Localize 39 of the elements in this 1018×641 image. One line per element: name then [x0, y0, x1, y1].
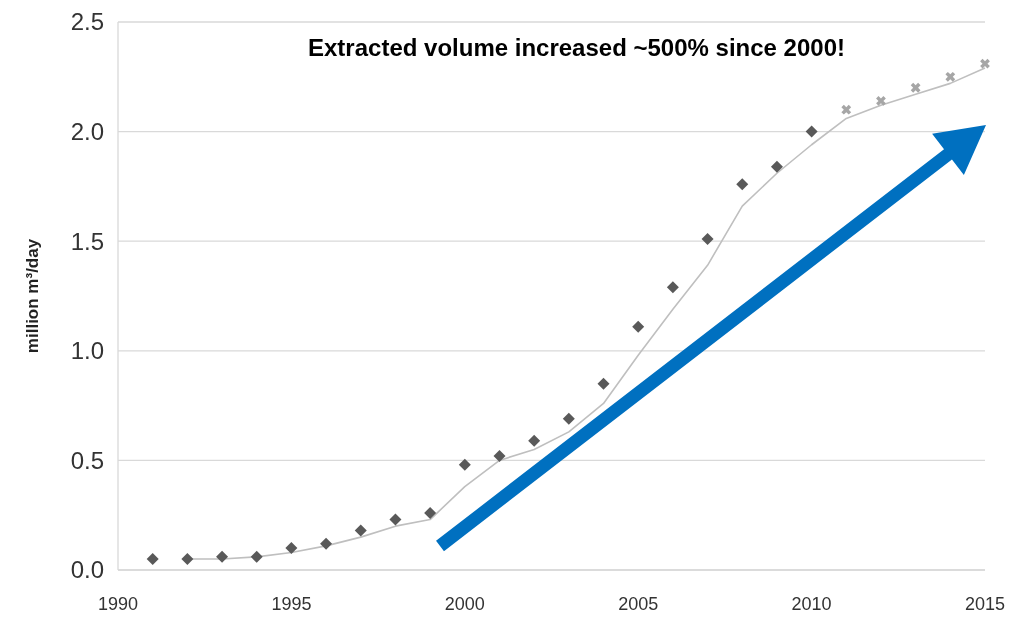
- point: [701, 233, 714, 246]
- point: [876, 96, 886, 106]
- point: [980, 58, 990, 69]
- point: [389, 513, 402, 526]
- y-tick-label: 2.5: [70, 8, 104, 36]
- point: [736, 178, 749, 191]
- point: [770, 160, 783, 173]
- point: [562, 412, 575, 425]
- point: [216, 550, 229, 563]
- point: [597, 377, 610, 390]
- point: [945, 71, 956, 82]
- point: [285, 542, 298, 555]
- y-tick-label: 1.5: [70, 227, 104, 255]
- x-tick-label: 2015: [964, 594, 1006, 614]
- point: [493, 450, 506, 463]
- y-tick-label: 2.0: [70, 118, 104, 145]
- point: [666, 281, 679, 294]
- point: [424, 507, 437, 520]
- point: [320, 537, 333, 550]
- point: [632, 320, 645, 333]
- x-tick-label: 2005: [618, 594, 659, 614]
- point: [841, 104, 852, 115]
- y-tick-label: 0.5: [70, 446, 104, 474]
- point: [181, 553, 194, 566]
- x-tick-label: 2000: [444, 594, 485, 614]
- point: [146, 553, 159, 566]
- point: [805, 125, 818, 138]
- point: [354, 524, 367, 537]
- x-tick-label: 2010: [791, 594, 832, 614]
- point: [910, 82, 921, 93]
- text: Extracted volume increased ~500% since 2000!: [308, 34, 845, 61]
- y-axis-title: million m³/day: [23, 238, 42, 354]
- point: [528, 434, 541, 447]
- y-tick-label: 1.0: [70, 337, 104, 365]
- y-tick-label: 0.0: [70, 556, 104, 584]
- point: [250, 550, 263, 563]
- x-tick-label: 1990: [97, 594, 139, 614]
- x-tick-label: 1995: [271, 594, 312, 614]
- point: [458, 458, 471, 471]
